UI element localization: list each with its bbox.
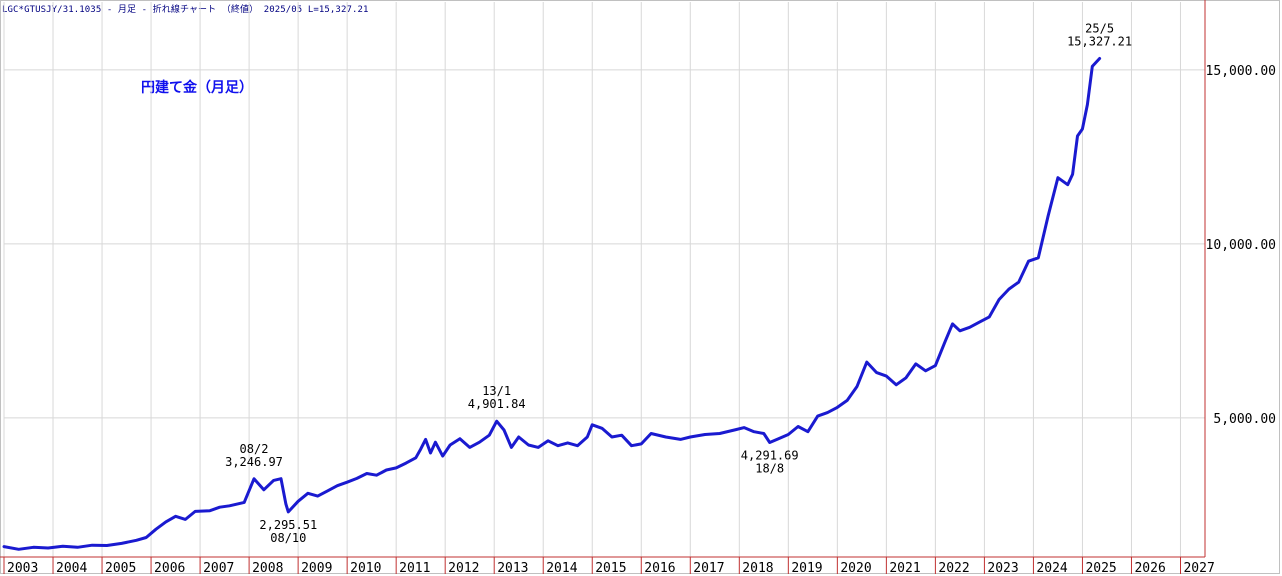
chart-title: 円建て金（月足）: [141, 80, 253, 96]
symbol-header: LGC*GTUSJY/31.1035 - 月足 - 折れ線チャート （終値） 2…: [2, 5, 369, 15]
x-tick-label: 2022: [938, 561, 969, 576]
x-tick-label: 2027: [1183, 561, 1214, 576]
x-tick-label: 2005: [105, 561, 136, 576]
annotation-label-line1: 2,295.51: [259, 518, 317, 532]
y-tick-label: 15,000.00: [1206, 64, 1276, 79]
x-tick-label: 2019: [791, 561, 822, 576]
x-tick-label: 2017: [693, 561, 724, 576]
annotation-label-line2: 18/8: [755, 461, 784, 475]
x-tick-label: 2025: [1085, 561, 1116, 576]
annotation-label-line1: 4,291.69: [741, 448, 799, 462]
x-tick-label: 2018: [742, 561, 773, 576]
annotation-label-line1: 13/1: [482, 384, 511, 398]
x-tick-label: 2024: [1036, 561, 1067, 576]
x-tick-label: 2016: [644, 561, 675, 576]
x-tick-label: 2026: [1134, 561, 1165, 576]
y-tick-label: 10,000.00: [1206, 238, 1276, 253]
y-tick-label: 5,000.00: [1213, 412, 1276, 427]
x-tick-label: 2011: [399, 561, 430, 576]
annotation-label-line2: 3,246.97: [225, 455, 283, 469]
annotation-label-line1: 25/5: [1085, 21, 1114, 35]
x-tick-label: 2009: [301, 561, 332, 576]
x-tick-label: 2010: [350, 561, 381, 576]
x-tick-label: 2003: [7, 561, 38, 576]
x-tick-label: 2013: [497, 561, 528, 576]
x-tick-label: 2012: [448, 561, 479, 576]
x-tick-label: 2014: [546, 561, 577, 576]
price-line: [2, 57, 1102, 551]
x-tick-label: 2004: [56, 561, 87, 576]
annotation-label-line1: 08/2: [240, 442, 269, 456]
annotation-label-line2: 4,901.84: [468, 397, 526, 411]
x-tick-label: 2015: [595, 561, 626, 576]
x-tick-label: 2006: [154, 561, 185, 576]
x-tick-label: 2008: [252, 561, 283, 576]
annotation-label-line2: 15,327.21: [1067, 34, 1132, 48]
x-tick-label: 2023: [987, 561, 1018, 576]
annotation-label-line2: 08/10: [270, 531, 306, 545]
x-tick-label: 2007: [203, 561, 234, 576]
x-tick-label: 2020: [840, 561, 871, 576]
x-tick-label: 2021: [889, 561, 920, 576]
